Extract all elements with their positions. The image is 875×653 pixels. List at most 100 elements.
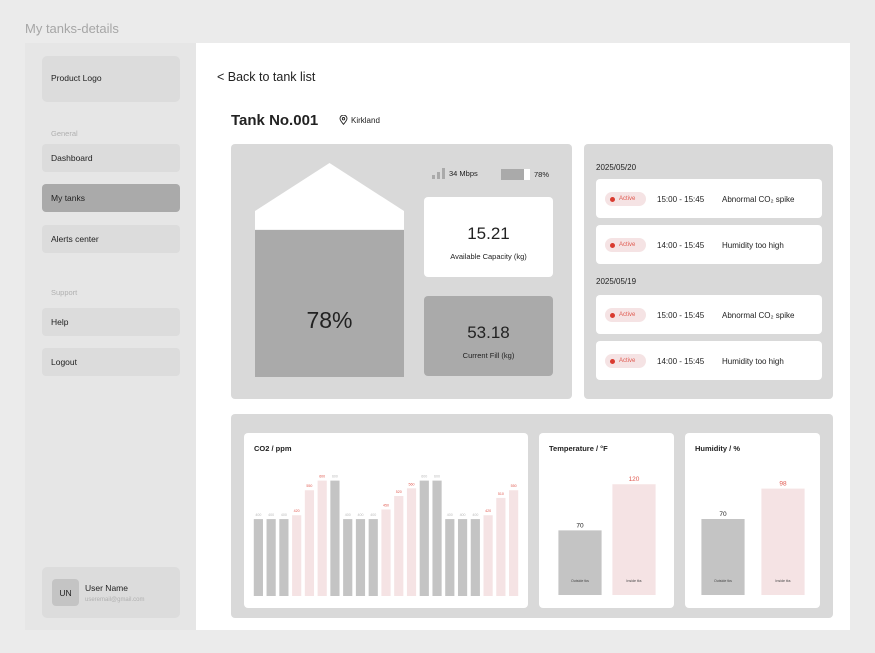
alert-message: Humidity too high [722, 241, 784, 250]
available-capacity-label: Available Capacity (kg) [450, 252, 527, 261]
product-logo[interactable]: Product Logo [42, 56, 180, 102]
bar-value-label: 600 [421, 475, 427, 479]
humidity-chart: Humidity / % 70 Outside tks 98 Inside tks [685, 433, 820, 608]
tank-status-panel: 78% 34 Mbps 78% 15.21 Available Capacity… [231, 144, 572, 399]
chart-bar [317, 480, 327, 596]
chart-bar [292, 515, 302, 596]
location: Kirkland [339, 115, 380, 125]
alert-time: 14:00 - 15:45 [657, 241, 705, 250]
current-fill-label: Current Fill (kg) [462, 351, 515, 360]
bar-value-label: 400 [281, 513, 287, 517]
main-content: < Back to tank list Tank No.001 Kirkland… [196, 43, 850, 630]
alert-message: Abnormal CO₂ spike [722, 195, 795, 204]
chart-bar [394, 496, 404, 596]
bar-value-label: 600 [434, 475, 440, 479]
alert-item[interactable]: Active 14:00 - 15:45 Humidity too high [596, 341, 822, 380]
chart-bar [457, 519, 468, 596]
section-label-general: General [51, 129, 78, 138]
bar-value-label: 550 [306, 484, 312, 488]
user-name: User Name [85, 583, 128, 593]
tank-fill-graphic [255, 163, 404, 377]
bar-value-label: 510 [498, 492, 504, 496]
chart-title: Humidity / % [695, 444, 741, 453]
sidebar-item-help[interactable]: Help [42, 308, 180, 336]
status-badge: Active [605, 238, 646, 252]
alert-item[interactable]: Active 14:00 - 15:45 Humidity too high [596, 225, 822, 264]
alert-item[interactable]: Active 15:00 - 15:45 Abnormal CO₂ spike [596, 179, 822, 218]
sidebar: Product Logo General Dashboard My tanks … [25, 43, 196, 630]
chart-bar [496, 497, 506, 596]
temperature-chart: Temperature / °F 70 Outside tks 120 Inside … [539, 433, 674, 608]
chart-bar [761, 488, 805, 595]
alert-message: Humidity too high [722, 357, 784, 366]
chart-bar [343, 519, 353, 596]
bar-category-label: Inside tks [626, 579, 641, 583]
bar-value-label: 400 [472, 513, 478, 517]
chart-bar [432, 480, 442, 596]
chart-bar [279, 519, 289, 596]
bar-value-label: 98 [779, 481, 787, 488]
alert-date: 2025/05/20 [596, 163, 637, 172]
section-label-support: Support [51, 288, 78, 297]
chart-bar [368, 519, 378, 596]
alert-time: 15:00 - 15:45 [657, 195, 705, 204]
status-badge: Active [605, 308, 646, 322]
chart-bar [355, 519, 366, 596]
current-fill-value: 53.18 [467, 323, 510, 342]
battery-icon [501, 169, 530, 180]
chart-bar [330, 480, 340, 596]
co2-chart-plot: 400 400 400 420 550 600 600 400 400 400 450 520 560 6… [253, 475, 519, 596]
available-capacity-value: 15.21 [467, 224, 510, 243]
chart-bar [253, 519, 263, 596]
window-title: My tanks-details [25, 21, 119, 36]
bar-value-label: 600 [319, 475, 325, 479]
alerts-panel: 2025/05/20 Active 15:00 - 15:45 Abnormal… [584, 144, 833, 399]
tank-fill-level [255, 229, 404, 377]
back-to-tank-list-link[interactable]: < Back to tank list [217, 70, 316, 84]
user-email: useremail@gmail.com [85, 597, 145, 603]
user-card[interactable]: UN User Name useremail@gmail.com [42, 567, 180, 618]
sidebar-item-my-tanks[interactable]: My tanks [42, 184, 180, 212]
sidebar-item-logout[interactable]: Logout [42, 348, 180, 376]
chart-bar [406, 488, 417, 596]
bar-value-label: 400 [345, 513, 351, 517]
bar-value-label: 120 [629, 476, 640, 483]
sidebar-item-dashboard[interactable]: Dashboard [42, 144, 180, 172]
signal-strength-icon [432, 168, 445, 179]
bar-value-label: 400 [370, 513, 376, 517]
chart-title: CO2 / ppm [254, 444, 292, 453]
chart-bar [470, 519, 480, 596]
chart-bar [445, 519, 455, 596]
status-badge: Active [605, 354, 646, 368]
temperature-chart-plot: 70 Outside tks 120 Inside tks [558, 476, 656, 595]
alert-item[interactable]: Active 15:00 - 15:45 Abnormal CO₂ spike [596, 295, 822, 334]
bar-value-label: 400 [268, 513, 274, 517]
bar-value-label: 550 [511, 484, 517, 488]
signal-speed: 34 Mbps [449, 169, 478, 178]
available-capacity-card: 15.21 Available Capacity (kg) [424, 197, 553, 277]
alert-time: 15:00 - 15:45 [657, 311, 705, 320]
chart-bar [509, 490, 519, 596]
bar-value-label: 560 [409, 482, 415, 486]
sensor-charts-panel: CO2 / ppm 400 400 400 420 550 600 600 400 400 400… [231, 414, 833, 618]
bar-category-label: Outside tks [714, 579, 732, 583]
chart-bar [381, 509, 391, 596]
chart-bar [419, 480, 429, 596]
bar-category-label: Inside tks [775, 579, 790, 583]
co2-chart: CO2 / ppm 400 400 400 420 550 600 600 400 400 400… [244, 433, 528, 608]
bar-value-label: 400 [447, 513, 453, 517]
bar-value-label: 70 [719, 511, 727, 518]
bar-value-label: 400 [357, 513, 363, 517]
status-badge: Active [605, 192, 646, 206]
chart-bar [483, 515, 493, 596]
bar-value-label: 600 [332, 475, 338, 479]
sidebar-item-alerts-center[interactable]: Alerts center [42, 225, 180, 253]
alert-date: 2025/05/19 [596, 277, 637, 286]
chart-title: Temperature / °F [549, 444, 608, 453]
bar-value-label: 450 [383, 503, 389, 507]
chart-bar [612, 484, 656, 595]
bar-value-label: 70 [576, 522, 584, 529]
bar-value-label: 420 [485, 509, 491, 513]
tank-fill-percent: 78% [306, 307, 353, 333]
chart-bar [304, 490, 315, 596]
